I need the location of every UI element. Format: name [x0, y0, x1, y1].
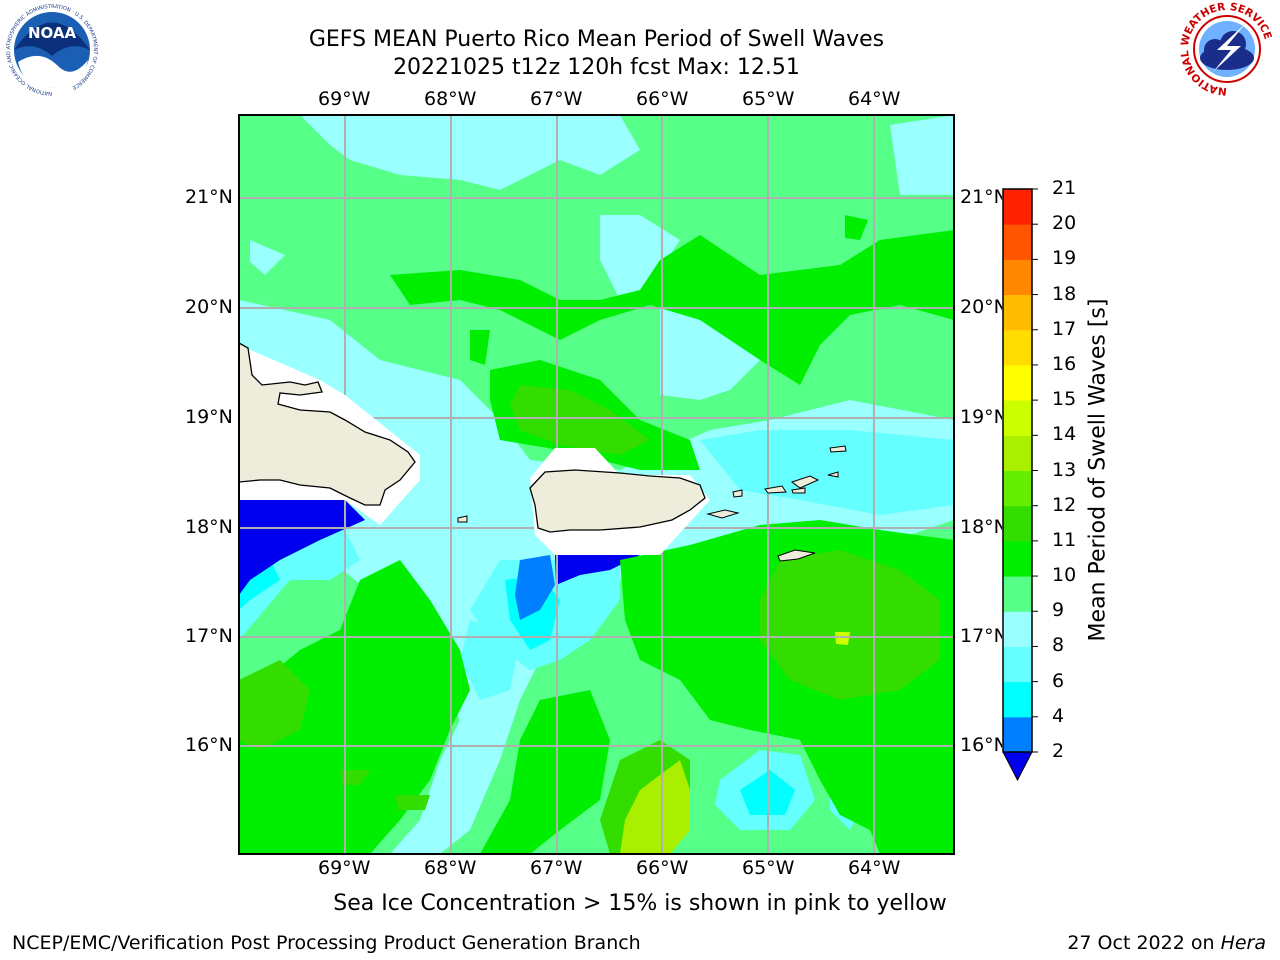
- colorbar-segment: [1003, 646, 1032, 683]
- colorbar-tick-label: 16: [1052, 352, 1077, 375]
- colorbar-tick-label: 4: [1052, 704, 1065, 727]
- colorbar-segment: [1003, 364, 1032, 401]
- footer-branch: NCEP/EMC/Verification Post Processing Pr…: [12, 932, 641, 954]
- lon-label: 65°W: [742, 88, 795, 110]
- lon-label: 67°W: [530, 857, 583, 879]
- chart-title-line2: 20221025 t12z 120h fcst Max: 12.51: [393, 55, 800, 80]
- lat-labels-right: 21°N 20°N 19°N 18°N 17°N 16°N: [958, 0, 1002, 960]
- colorbar: [1002, 188, 1038, 782]
- svg-text:NOAA: NOAA: [28, 24, 77, 42]
- noaa-logo: NOAA NATIONAL OCEANIC AND ATMOSPHERIC AD…: [2, 0, 102, 100]
- lat-label: 17°N: [185, 625, 233, 647]
- lon-label: 68°W: [424, 88, 477, 110]
- footer-machine: Hera: [1220, 932, 1266, 954]
- lat-label: 19°N: [960, 406, 1002, 428]
- colorbar-segment: [1003, 576, 1032, 612]
- colorbar-tick-label: 14: [1052, 423, 1077, 446]
- colorbar-label: Mean Period of Swell Waves [s]: [1085, 298, 1111, 642]
- colorbar-segment: [1003, 435, 1032, 471]
- lat-label: 20°N: [185, 296, 233, 318]
- colorbar-tick-label: 10: [1052, 564, 1077, 587]
- lat-label: 16°N: [960, 734, 1002, 756]
- lat-label: 19°N: [185, 406, 233, 428]
- colorbar-segment: [1003, 224, 1032, 260]
- colorbar-segment: [1003, 611, 1032, 647]
- colorbar-tick-label: 2: [1052, 740, 1065, 762]
- lon-label: 64°W: [848, 88, 901, 110]
- puerto-rico-landmass: [529, 469, 706, 533]
- lon-label: 67°W: [530, 88, 583, 110]
- footer-date-text: 27 Oct 2022 on: [1067, 932, 1215, 954]
- lon-label: 64°W: [848, 857, 901, 879]
- colorbar-segment: [1003, 329, 1032, 366]
- footer-date: 27 Oct 2022 on Hera: [1067, 932, 1266, 954]
- colorbar-tick-label: 21: [1052, 177, 1077, 199]
- colorbar-segment: [1003, 540, 1032, 577]
- nws-logo: NATIONAL WEATHER SERVICE: [1179, 1, 1275, 97]
- map-frame: [238, 114, 955, 855]
- colorbar-segment: [1003, 505, 1032, 542]
- colorbar-segment: [1003, 716, 1032, 753]
- colorbar-tick-label: 17: [1052, 317, 1077, 340]
- colorbar-segment: [1003, 294, 1032, 331]
- colorbar-tick-label: 13: [1052, 458, 1077, 481]
- lon-label: 69°W: [318, 857, 371, 879]
- colorbar-tick-label: 19: [1052, 247, 1077, 270]
- colorbar-tick-label: 9: [1052, 599, 1065, 622]
- lat-label: 21°N: [960, 186, 1002, 208]
- lat-label: 17°N: [960, 625, 1002, 647]
- colorbar-tick-label: 6: [1052, 669, 1065, 692]
- lat-label: 21°N: [185, 186, 233, 208]
- colorbar-segment: [1003, 470, 1032, 507]
- lon-label: 68°W: [424, 857, 477, 879]
- lon-label: 66°W: [636, 857, 689, 879]
- lat-label: 20°N: [960, 296, 1002, 318]
- lat-label: 18°N: [960, 516, 1002, 538]
- colorbar-segment: [1003, 400, 1032, 436]
- sea-ice-caption: Sea Ice Concentration > 15% is shown in …: [333, 891, 947, 916]
- colorbar-tick-label: 8: [1052, 634, 1065, 657]
- colorbar-tick-label: 18: [1052, 282, 1077, 305]
- lon-label: 66°W: [636, 88, 689, 110]
- colorbar-segment: [1003, 189, 1032, 225]
- lon-label: 69°W: [318, 88, 371, 110]
- colorbar-tick-label: 12: [1052, 493, 1077, 516]
- land-mask: [239, 342, 847, 562]
- colorbar-tick-label: 15: [1052, 388, 1077, 411]
- colorbar-tick-label: 20: [1052, 212, 1077, 235]
- lon-label: 65°W: [742, 857, 795, 879]
- colorbar-segment: [1003, 259, 1032, 296]
- lat-label: 16°N: [185, 734, 233, 756]
- lat-label: 18°N: [185, 516, 233, 538]
- colorbar-segment: [1003, 681, 1032, 718]
- chart-title-line1: GEFS MEAN Puerto Rico Mean Period of Swe…: [308, 27, 885, 52]
- colorbar-tick-label: 11: [1052, 528, 1077, 551]
- hispaniola-landmass: [239, 342, 416, 506]
